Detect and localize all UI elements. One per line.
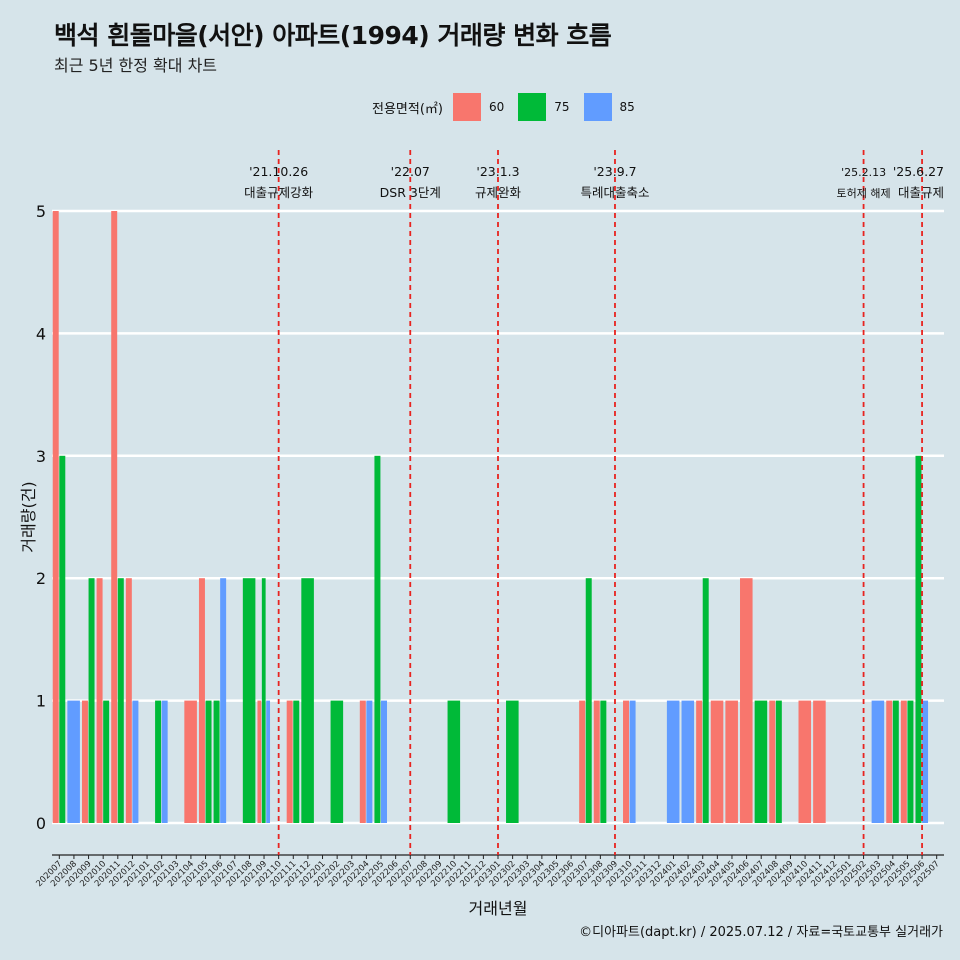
event-label-1: 대출규제강화 [244, 185, 314, 200]
y-tick-label-0: 0 [36, 814, 46, 833]
bar-202202-75 [330, 700, 344, 823]
event-label-6: 대출규제 [898, 185, 944, 200]
bar-202010-75 [103, 700, 110, 823]
bar-202007-60 [52, 211, 59, 823]
bar-202506-75 [915, 455, 922, 823]
legend-title: 전용면적(㎡) [372, 101, 443, 117]
bar-202205-75 [374, 455, 381, 823]
bar-202007-75 [59, 455, 66, 823]
event-label-3: 규제완화 [475, 185, 522, 200]
bar-202204-85 [366, 700, 373, 823]
bar-202408-60 [769, 700, 776, 823]
source-caption: ©디아파트(dapt.kr) / 2025.07.12 / 자료=국토교통부 실… [579, 925, 943, 940]
bar-202105-60 [198, 578, 205, 823]
bar-202204-60 [359, 700, 366, 823]
bar-202504-75 [892, 700, 899, 823]
legend-item-85: 85 [583, 93, 635, 121]
bar-202307-60 [579, 700, 586, 823]
bar-202108-75 [242, 578, 256, 823]
bar-202410-60 [798, 700, 812, 823]
chart-subtitle: 최근 5년 한정 확대 차트 [54, 56, 218, 75]
bar-202112-75 [301, 578, 314, 823]
bar-202504-60 [886, 700, 893, 823]
bar-202404-60 [710, 700, 724, 823]
y-tick-label-3: 3 [36, 447, 46, 466]
event-date-2: '22.07 [391, 164, 430, 179]
bar-202009-60 [81, 700, 88, 823]
bar-202402-85 [681, 700, 695, 823]
event-label-4: 특례대출축소 [580, 185, 649, 200]
bar-202505-60 [900, 700, 907, 823]
bar-202111-60 [286, 700, 293, 823]
bar-202401-85 [666, 700, 680, 823]
bar-202302-75 [506, 700, 519, 823]
event-label-5: 토허제 해제 [837, 186, 891, 200]
legend-label-60: 60 [488, 100, 505, 114]
legend-item-60: 60 [452, 93, 505, 121]
legend: 전용면적(㎡) 60 75 85 [372, 93, 649, 121]
bar-202307-75 [585, 578, 592, 823]
bar-202403-60 [696, 700, 703, 823]
bar-202405-60 [725, 700, 738, 823]
bar-202104-60 [184, 700, 197, 823]
bar-202503-85 [871, 700, 885, 823]
bar-202011-60 [111, 211, 118, 823]
legend-swatch-60 [452, 93, 481, 121]
bar-202210-75 [447, 700, 461, 823]
event-date-6: '25.6.27 [893, 164, 944, 179]
bar-202009-75 [88, 578, 95, 823]
legend-item-75: 75 [518, 93, 570, 121]
legend-label-75: 75 [554, 100, 570, 114]
bar-202411-60 [813, 700, 826, 823]
y-tick-label-5: 5 [36, 202, 46, 221]
bar-202109-85 [266, 700, 271, 823]
bar-202111-75 [293, 700, 300, 823]
legend-label-85: 85 [619, 100, 635, 114]
bar-202310-60 [623, 700, 630, 823]
bar-202106-75 [213, 700, 220, 823]
legend-swatch-75 [518, 93, 547, 121]
chart-title: 백석 흰돌마을(서안) 아파트(1994) 거래량 변화 흐름 [54, 21, 612, 50]
bar-202310-85 [629, 700, 636, 823]
event-date-3: '23.1.3 [476, 164, 519, 179]
x-axis-title: 거래년월 [469, 899, 528, 918]
bar-202408-75 [775, 700, 782, 823]
bar-202012-85 [132, 700, 139, 823]
y-tick-label-2: 2 [36, 569, 46, 588]
legend-swatch-85 [583, 93, 612, 121]
bar-202308-75 [600, 700, 607, 823]
bar-202010-60 [96, 578, 103, 823]
event-date-5: '25.2.13 [841, 166, 886, 179]
bar-202109-60 [257, 700, 262, 823]
bar-202505-75 [907, 700, 914, 823]
bar-202308-60 [593, 700, 600, 823]
y-tick-label-1: 1 [36, 692, 46, 711]
event-date-4: '23.9.7 [593, 164, 636, 179]
y-axis-title: 거래량(건) [19, 481, 38, 552]
bar-202011-75 [117, 578, 124, 823]
y-tick-label-4: 4 [36, 324, 46, 343]
bar-202102-75 [155, 700, 162, 823]
bar-202205-85 [381, 700, 387, 823]
bar-202406-60 [740, 578, 753, 823]
event-date-1: '21.10.26 [249, 164, 308, 179]
bar-202506-85 [922, 700, 929, 823]
bar-202008-85 [67, 700, 80, 823]
bar-202106-85 [220, 578, 227, 823]
event-label-2: DSR 3단계 [380, 185, 441, 200]
bar-202105-75 [205, 700, 212, 823]
bar-202407-75 [754, 700, 768, 823]
bar-202109-75 [261, 578, 266, 823]
bar-202012-60 [125, 578, 132, 823]
bar-202102-85 [161, 700, 168, 823]
bar-202403-75 [702, 578, 709, 823]
